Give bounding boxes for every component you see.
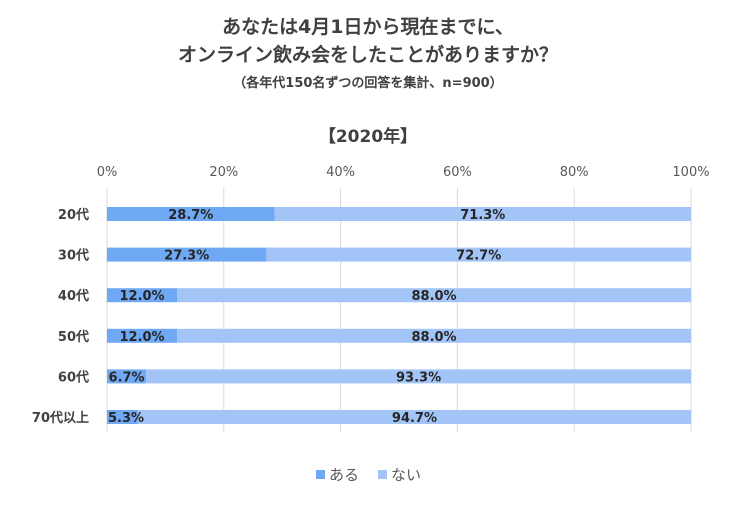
- category-label: 50代: [58, 329, 89, 345]
- bar-aru: [107, 207, 275, 221]
- bar-nai: [274, 207, 691, 221]
- bar-aru: [107, 328, 178, 343]
- bar-aru: [107, 410, 138, 424]
- legend-label: ない: [391, 466, 421, 484]
- x-tick-label: 80%: [560, 165, 589, 180]
- data-label: 93.3%: [396, 370, 441, 385]
- data-label: 88.0%: [411, 289, 456, 304]
- x-tick-label: 100%: [672, 165, 709, 180]
- bar-nai: [177, 288, 691, 303]
- x-tick-label: 0%: [97, 165, 118, 180]
- legend-label: ある: [329, 466, 359, 484]
- category-label: 20代: [58, 207, 89, 223]
- data-label: 27.3%: [164, 249, 209, 264]
- category-label: 40代: [58, 288, 89, 304]
- category-label: 60代: [58, 369, 89, 385]
- bar-aru: [107, 288, 178, 303]
- bar-nai: [137, 410, 691, 424]
- data-label: 28.7%: [168, 208, 213, 223]
- bar-nai: [266, 247, 691, 262]
- category-label: 70代以上: [32, 410, 89, 426]
- bar-aru: [107, 369, 147, 384]
- x-tick-label: 60%: [443, 165, 472, 180]
- legend-swatch: [316, 470, 325, 479]
- data-label: 12.0%: [119, 330, 164, 345]
- chart-note: （各年代150名ずつの回答を集計、n=900）: [233, 76, 503, 91]
- data-label: 72.7%: [456, 249, 501, 264]
- bar-aru: [107, 247, 267, 262]
- data-label: 88.0%: [411, 330, 456, 345]
- data-label: 94.7%: [392, 411, 437, 426]
- data-label: 12.0%: [119, 289, 164, 304]
- bar-nai: [177, 328, 691, 343]
- x-tick-label: 40%: [326, 165, 355, 180]
- x-tick-label: 20%: [209, 165, 238, 180]
- data-label: 5.3%: [108, 411, 144, 426]
- chart-title-line1: あなたは4月1日から現在までに、: [222, 16, 514, 38]
- chart-title-line2: オンライン飲み会をしたことがありますか？: [177, 44, 558, 66]
- chart-subtitle: 【2020年】: [318, 127, 418, 147]
- legend-swatch: [378, 470, 387, 479]
- category-label: 30代: [58, 248, 89, 264]
- data-label: 71.3%: [460, 208, 505, 223]
- data-label: 6.7%: [109, 370, 145, 385]
- bar-nai: [146, 369, 692, 384]
